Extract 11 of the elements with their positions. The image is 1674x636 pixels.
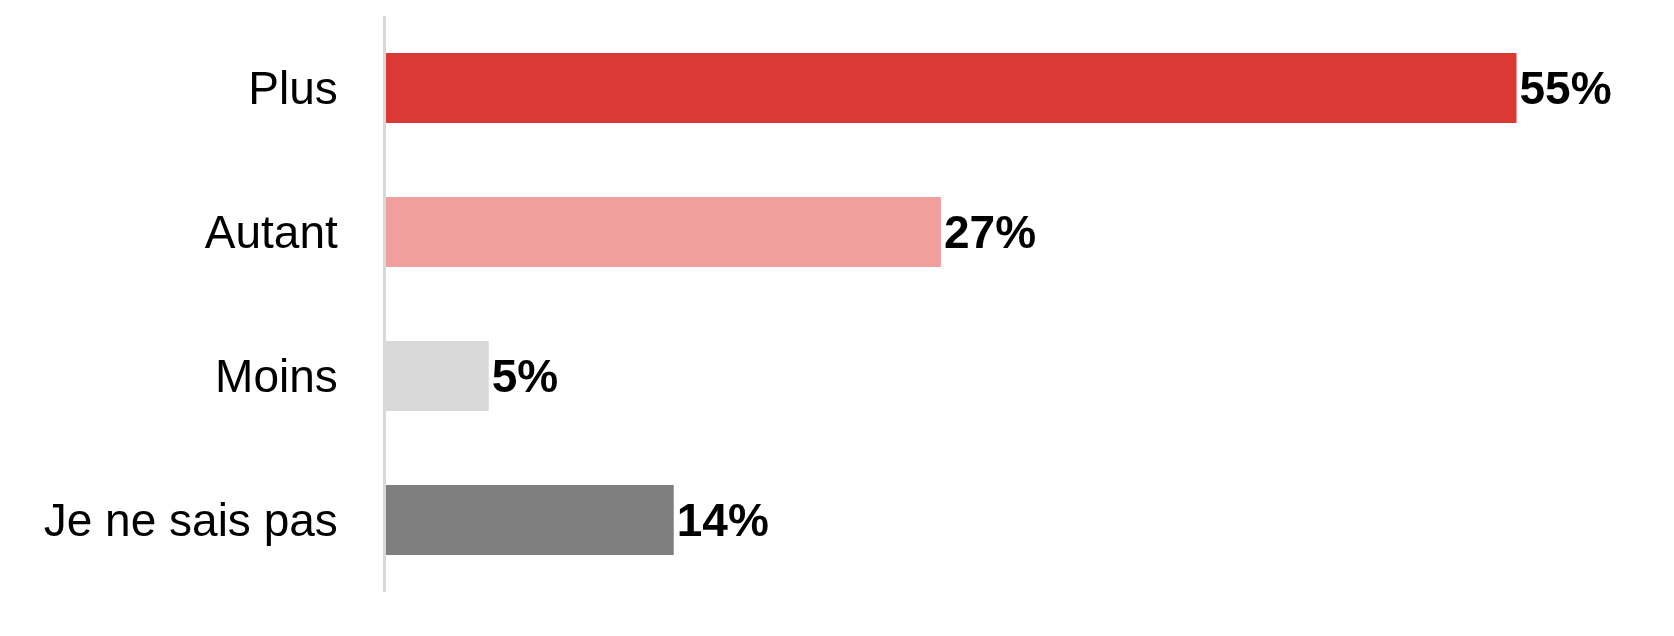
data-label: 5%	[491, 350, 559, 402]
y-tick-label: Je ne sais pas	[43, 494, 338, 547]
data-label: 55%	[1519, 62, 1612, 114]
y-tick-label: Plus	[248, 62, 338, 115]
bar	[386, 197, 941, 267]
data-label: 27%	[943, 206, 1037, 258]
bar	[386, 485, 674, 555]
bar	[386, 53, 1517, 123]
y-tick-label: Moins	[215, 350, 338, 403]
data-label: 14%	[676, 494, 769, 546]
y-tick-label: Autant	[204, 206, 339, 259]
